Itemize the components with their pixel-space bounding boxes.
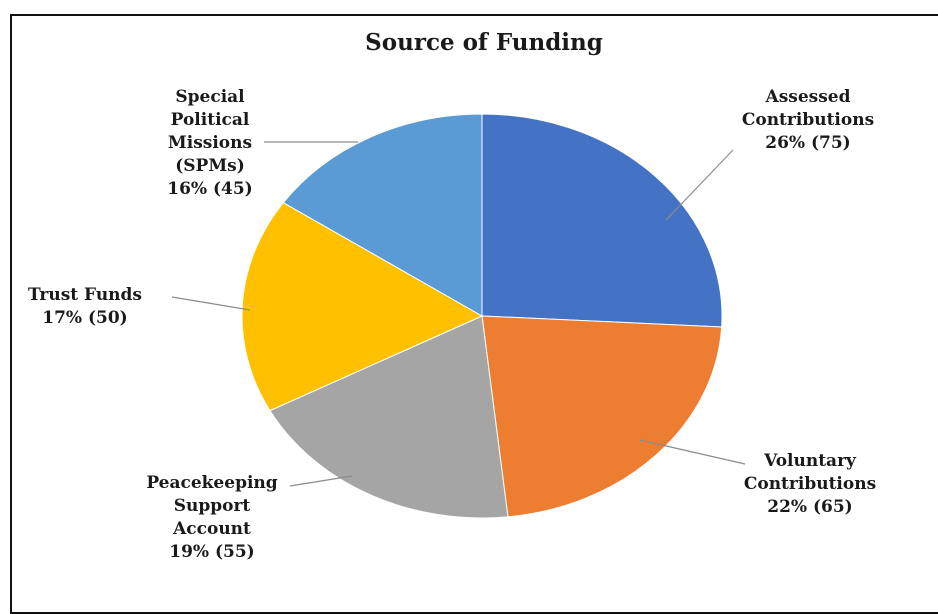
leader-line-peacekeeping xyxy=(289,475,353,487)
slice-label-line: Political xyxy=(171,110,250,130)
slice-label-assessed: Assessed Contributions 26% (75) xyxy=(742,87,874,153)
slice-label-line: Special xyxy=(175,87,245,107)
slice-label-line: 22% (65) xyxy=(767,497,852,517)
pie-slices xyxy=(241,113,723,519)
leader-line-assessed xyxy=(665,149,734,221)
slice-label-line: Missions xyxy=(168,133,252,153)
slice-label-line: 16% (45) xyxy=(167,179,252,199)
leader-line-trust-funds xyxy=(171,296,251,311)
leader-line-voluntary xyxy=(639,439,746,465)
slice-label-line: 17% (50) xyxy=(42,308,127,328)
slice-label-voluntary: Voluntary Contributions 22% (65) xyxy=(744,451,876,517)
chart-title: Source of Funding xyxy=(365,29,603,56)
slice-label-line: 19% (55) xyxy=(169,542,254,562)
slice-label-line: Voluntary xyxy=(763,451,857,471)
pie-slice-peacekeeping xyxy=(269,315,509,519)
pie-slice-voluntary xyxy=(481,315,723,518)
slice-label-spms: Special Political Missions (SPMs) 16% (45) xyxy=(167,87,252,199)
slice-label-line: Account xyxy=(172,519,251,539)
pie-slice-assessed xyxy=(481,113,723,328)
slice-label-peacekeeping: Peacekeeping Support Account 19% (55) xyxy=(146,473,277,562)
slice-label-line: Peacekeeping xyxy=(146,473,277,493)
slice-label-line: (SPMs) xyxy=(175,156,245,176)
slice-label-line: Assessed xyxy=(765,87,851,107)
slice-label-trust-funds: Trust Funds 17% (50) xyxy=(28,285,142,328)
leader-lines xyxy=(171,141,746,487)
pie-slice-spms xyxy=(282,113,483,317)
slice-label-line: Support xyxy=(174,496,251,516)
slice-label-line: Trust Funds xyxy=(28,285,142,305)
slice-label-line: 26% (75) xyxy=(765,133,850,153)
pie-chart: Source of Funding Assessed Contributions 2… xyxy=(28,29,876,562)
slice-label-line: Contributions xyxy=(744,474,876,494)
slice-label-line: Contributions xyxy=(742,110,874,130)
slice-labels: Assessed Contributions 26% (75) Voluntary Co… xyxy=(28,87,876,562)
pie-slice-trust-funds xyxy=(241,201,484,412)
